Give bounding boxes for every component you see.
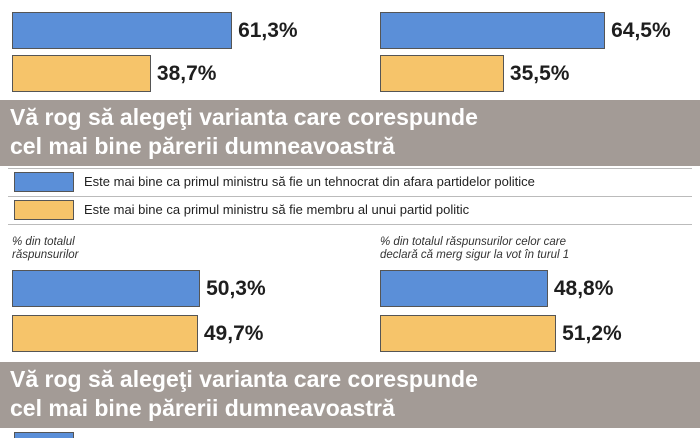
value-label: 61,3% [238,19,298,42]
value-label: 51,2% [562,322,622,345]
chart-subtitle: % din totalul răspunsurilor celor care [380,236,567,248]
question-band [0,362,700,428]
value-label: 38,7% [156,62,217,85]
value-label: 50,3% [206,277,266,300]
divider [8,168,692,169]
bar [12,270,201,307]
bar [380,315,557,352]
bar [380,55,504,92]
legend-label: Este mai bine ca primul ministru să fie … [84,202,470,217]
value-label: 48,8% [553,277,614,300]
legend-swatch [14,172,74,192]
question-text: cel mai bine părerii dumneavoastră [10,133,395,159]
question-band [0,100,700,166]
bar [380,12,606,49]
value-label: 35,5% [509,62,570,85]
value-label: 64,5% [611,19,671,42]
bar [380,270,548,307]
legend-swatch [14,432,74,438]
question-text: Vă rog să alegeţi varianta care corespun… [10,104,478,130]
legend-swatch [14,200,74,220]
divider [8,224,692,225]
chart-subtitle: declară că merg sigur la vot în turul 1 [380,249,570,261]
question-text: Vă rog să alegeţi varianta care corespun… [10,366,478,392]
chart-subtitle: % din totalul [12,236,75,248]
value-label: 49,7% [203,322,264,345]
chart-subtitle: răspunsurilor [12,249,79,261]
legend-label: Este mai bine ca primul ministru să fie … [84,174,535,189]
divider [8,196,692,197]
bar [12,12,233,49]
question-text: cel mai bine părerii dumneavoastră [10,395,395,421]
bar [12,55,151,92]
bar [12,315,198,352]
